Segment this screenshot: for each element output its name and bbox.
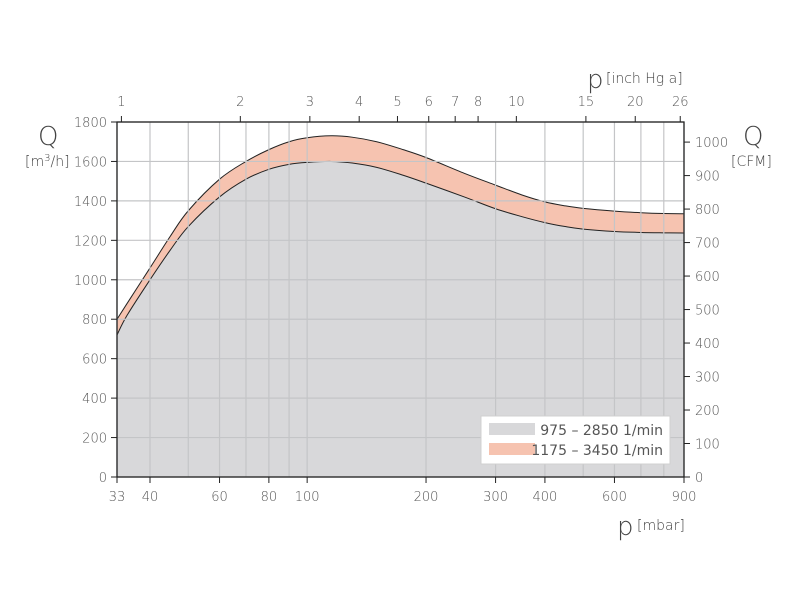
y-tick-label: 1400 [74,195,107,210]
y2-tick-label: 300 [695,371,720,386]
x-tick-label: 300 [483,490,508,505]
x2-tick-label: 8 [474,95,482,110]
grid-layer [116,121,685,478]
y-axis-symbol: Q [38,122,58,152]
x2-tick-label: 2 [236,95,244,110]
x2-tick-label: 4 [355,95,363,110]
y-tick-label: 0 [99,471,107,486]
y2-tick-label: 1000 [695,136,728,151]
y2-axis-unit: [CFM] [731,154,772,170]
x-tick-label: 400 [533,490,558,505]
x2-tick-label: 3 [306,95,314,110]
y2-tick-label: 600 [695,270,720,285]
y-tick-label: 600 [82,353,107,368]
x-tick-label: 33 [109,490,126,505]
axis-labels: Q [m3/h] Q [CFM] p [mbar] p [inch Hg a] [25,65,772,542]
x-axis-unit: [mbar] [637,518,685,534]
x2-tick-label: 20 [627,95,644,110]
y2-tick-label: 700 [695,237,720,252]
y2-tick-label: 0 [695,471,703,486]
y2-tick-label: 100 [695,438,720,453]
x-tick-label: 600 [602,490,627,505]
y-tick-label: 1000 [74,274,107,289]
x-tick-label: 900 [672,490,697,505]
y-tick-label: 1600 [74,155,107,170]
x-tick-label: 80 [261,490,278,505]
legend: 975 – 2850 1/min 1175 – 3450 1/min [480,415,671,465]
y-tick-label: 200 [82,432,107,447]
x2-tick-label: 15 [578,95,595,110]
y2-tick-label: 400 [695,337,720,352]
legend-label: 1175 – 3450 1/min [531,443,663,459]
x-tick-label: 40 [142,490,159,505]
y2-axis-symbol: Q [743,122,763,152]
y2-tick-label: 200 [695,404,720,419]
x-tick-label: 100 [295,490,320,505]
y2-tick-label: 500 [695,304,720,319]
x2-tick-label: 6 [425,95,433,110]
y2-tick-label: 800 [695,203,720,218]
x2-tick-label: 7 [451,95,459,110]
y-tick-label: 1800 [74,116,107,131]
x-tick-label: 200 [414,490,439,505]
legend-swatch [489,443,535,455]
x-axis-symbol: p [617,512,634,542]
plot-frame [116,121,685,478]
legend-box [480,415,671,465]
x2-axis-symbol: p [587,65,604,95]
y2-tick-label: 900 [695,170,720,185]
y-tick-label: 400 [82,392,107,407]
x2-tick-label: 10 [508,95,525,110]
x2-tick-label: 1 [117,95,125,110]
legend-label: 975 – 2850 1/min [540,423,663,439]
y-tick-label: 800 [82,313,107,328]
legend-swatch [489,423,535,435]
x2-tick-label: 26 [672,95,689,110]
y-tick-label: 1200 [74,234,107,249]
x-tick-label: 60 [211,490,228,505]
y-axis-unit: [m3/h] [25,153,70,170]
x2-tick-label: 5 [393,95,401,110]
x2-axis-unit: [inch Hg a] [606,71,683,87]
